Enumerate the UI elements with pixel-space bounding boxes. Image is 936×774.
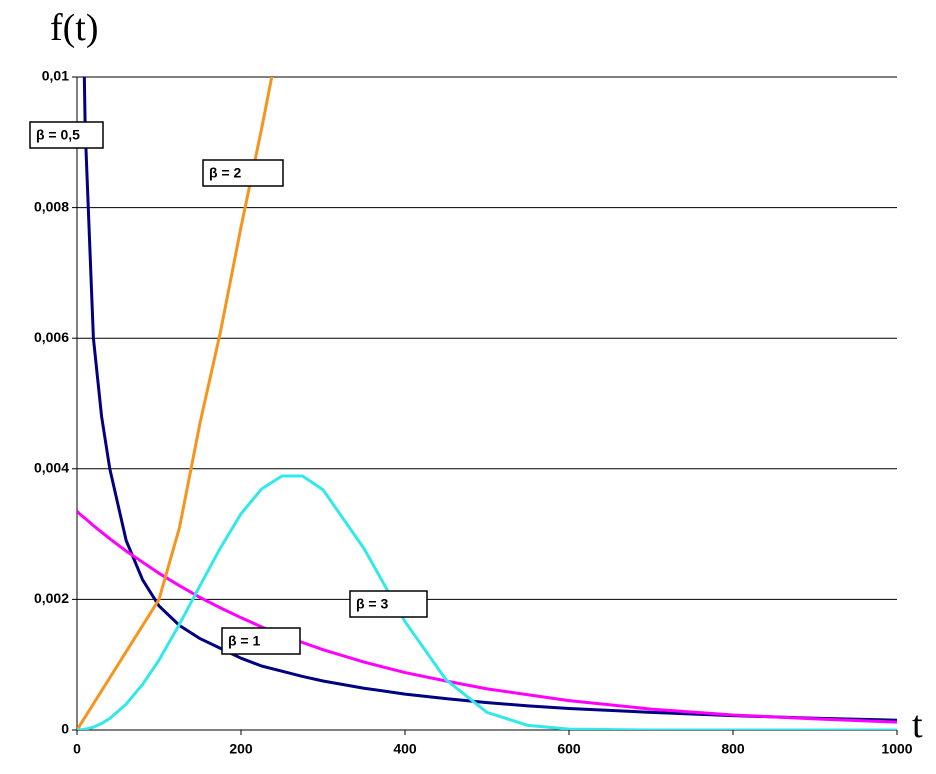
series-label-box (349, 590, 428, 618)
y-tick-label: 0,006 (34, 329, 69, 345)
series-label: β = 0,5 (36, 127, 80, 143)
series-line (77, 77, 274, 730)
x-tick-label: 0 (73, 741, 81, 757)
y-tick-label: 0,01 (42, 68, 69, 84)
grid: 0 0,002 0,004 0,006 0,008 0,01 0 200 400 600 800 10… (34, 68, 913, 757)
y-tick-label: 0 (61, 721, 69, 737)
x-tick-label: 600 (557, 741, 581, 757)
series-line (77, 510, 897, 724)
x-tick-label: 400 (393, 741, 417, 757)
series-label-box (202, 159, 284, 187)
series-label: β = 1 (228, 633, 261, 649)
x-tick-label: 1000 (881, 741, 912, 757)
y-tick-label: 0,002 (34, 590, 69, 606)
x-tick-label: 800 (721, 741, 745, 757)
plot-lines (77, 77, 897, 730)
y-axis-title: f(t) (50, 7, 99, 49)
y-tick-label: 0,004 (34, 460, 69, 476)
y-tick-label: 0,008 (34, 198, 69, 214)
series-label-box (29, 121, 104, 149)
x-tick-label: 200 (229, 741, 253, 757)
x-axis-title: t (912, 704, 923, 746)
series-line (77, 474, 897, 730)
series-label: β = 3 (356, 596, 389, 612)
series-label-box (221, 627, 301, 655)
series-labels: β = 0,5 β = 1 β = 2 β = 3 (29, 121, 428, 655)
series-line (82, 77, 897, 722)
series-label: β = 2 (209, 165, 242, 181)
